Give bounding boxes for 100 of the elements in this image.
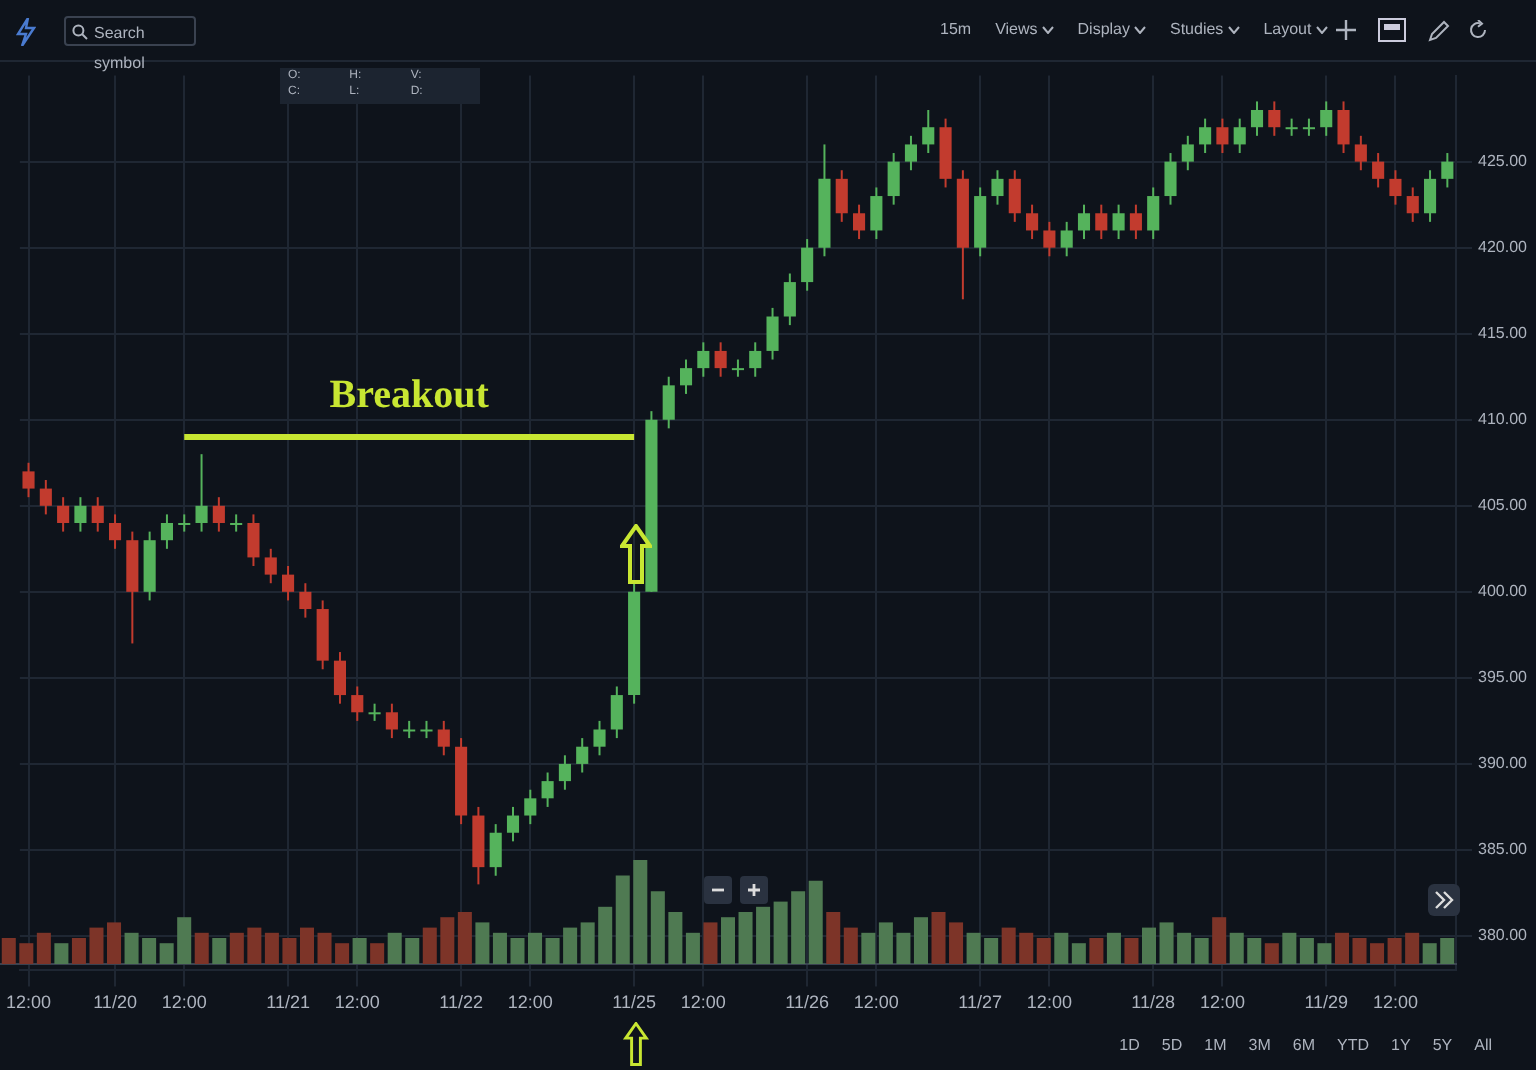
candlestick (714, 341, 727, 378)
candlestick (57, 496, 70, 533)
candlestick (679, 358, 693, 395)
text: 5D (1161, 1036, 1183, 1054)
x-tick-label: 12:00 (853, 992, 899, 1013)
bar (194, 932, 209, 964)
bar (352, 938, 367, 964)
x-tick-label: 11/25 (612, 992, 656, 1013)
bar (212, 938, 227, 964)
candlestick (576, 737, 589, 774)
bar (1089, 938, 1104, 964)
x-tick-label: 12:00 (161, 992, 207, 1013)
candlestick (91, 496, 104, 533)
x-tick-label: 11/22 (439, 992, 483, 1013)
text: All (1474, 1036, 1492, 1054)
bar (826, 912, 841, 964)
candlestick (1216, 117, 1229, 155)
candlestick (1372, 152, 1385, 189)
x-tick-label: 12:00 (334, 992, 380, 1013)
bar (54, 943, 69, 964)
bar (808, 880, 823, 964)
candlestick (1268, 100, 1281, 137)
x-tick-label: 11/26 (785, 992, 830, 1013)
candlestick (524, 788, 537, 826)
x-tick-label: 12:00 (5, 992, 52, 1013)
x-tick-label: 11/29 (1304, 992, 1349, 1013)
y-tick-label: 400.00 (1478, 582, 1529, 601)
candlestick (1389, 169, 1402, 206)
text: Views (995, 20, 1040, 38)
bar (720, 917, 736, 964)
text: YTD (1337, 1036, 1370, 1054)
text: Studies (1170, 20, 1226, 38)
candlestick (991, 169, 1004, 206)
candlestick (437, 719, 450, 757)
candlestick (178, 513, 191, 533)
y-tick-label: 405.00 (1478, 496, 1529, 515)
bar (299, 927, 315, 964)
candlestick (333, 651, 347, 705)
candlestick (610, 685, 623, 740)
x-tick-label: 12:00 (1372, 992, 1418, 1013)
candlestick (766, 306, 779, 361)
candlestick (506, 805, 520, 843)
candlestick (230, 513, 243, 533)
text: 6M (1292, 1036, 1316, 1054)
candlestick (558, 754, 571, 791)
candlestick (697, 341, 710, 378)
candlestick (904, 134, 918, 172)
x-tick-label: 12:00 (1199, 992, 1245, 1013)
text: Layout (1263, 20, 1314, 38)
candlestick (1423, 169, 1437, 223)
bar (861, 932, 876, 964)
candlestick (489, 823, 502, 877)
bar (1036, 938, 1051, 964)
x-tick-label: 12:00 (1026, 992, 1072, 1013)
text: 1D (1119, 1036, 1140, 1054)
y-tick-label: 415.00 (1478, 324, 1529, 343)
text: 5Y (1432, 1036, 1453, 1054)
candlestick (1026, 203, 1039, 241)
candlestick (1233, 117, 1246, 155)
bar (1054, 932, 1069, 964)
candlestick (541, 771, 554, 808)
candlestick (801, 238, 814, 292)
candlestick (1129, 203, 1142, 241)
text: 1M (1204, 1036, 1227, 1054)
x-tick-label: 12:00 (507, 992, 553, 1013)
candlestick (108, 513, 122, 550)
y-tick-label: 420.00 (1478, 238, 1529, 257)
candlestick (299, 582, 312, 619)
bar (843, 927, 858, 964)
candlestick (870, 186, 883, 241)
candlestick (887, 152, 900, 206)
candlestick (1008, 169, 1021, 223)
bar (1071, 943, 1086, 964)
candlestick (212, 496, 225, 533)
candlestick (160, 513, 173, 550)
candlestick (282, 565, 295, 602)
bar (107, 922, 122, 964)
bar (1124, 938, 1139, 964)
bar (36, 932, 51, 964)
candlestick (1354, 134, 1367, 172)
candlestick (1250, 100, 1264, 137)
text: 1Y (1391, 1036, 1411, 1054)
candlestick (22, 461, 35, 499)
bar (475, 922, 490, 964)
candlestick (74, 496, 87, 533)
bar (685, 932, 700, 964)
candlestick (749, 341, 762, 378)
text: Display (1077, 20, 1132, 38)
x-tick-label: 11/21 (266, 992, 310, 1013)
annotation: Breakout (329, 373, 490, 418)
candlestick (1199, 117, 1212, 155)
text: Search symbol (92, 22, 147, 72)
candlestick (783, 272, 796, 327)
bar (1334, 932, 1349, 964)
bar (1194, 938, 1209, 964)
candlestick (351, 685, 364, 722)
candlestick (1077, 203, 1091, 241)
candlestick (1406, 186, 1419, 223)
x-tick-label: 12:00 (680, 992, 726, 1013)
bar (1264, 943, 1279, 964)
